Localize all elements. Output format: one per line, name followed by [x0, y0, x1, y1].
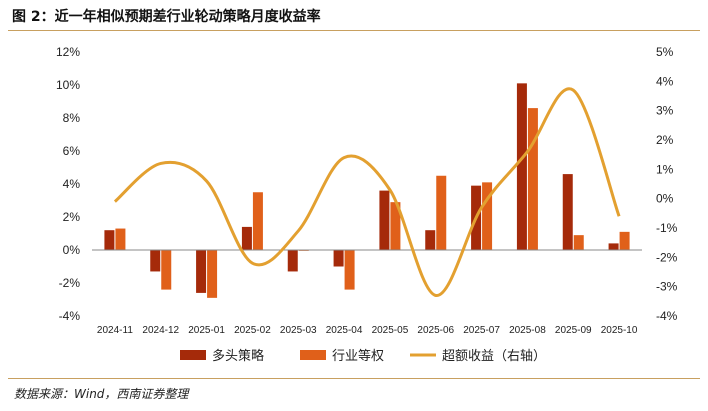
x-tick-label: 2025-02 — [234, 325, 271, 336]
legend-label-long-strategy: 多头策略 — [212, 348, 264, 364]
legend-swatch-industry-equal-weight — [300, 350, 326, 360]
x-tick-label: 2024-11 — [97, 325, 133, 336]
y-left-tick-label: 12% — [56, 45, 80, 59]
legend-swatch-long-strategy — [180, 350, 206, 360]
x-tick-label: 2025-08 — [509, 325, 546, 336]
y-right-tick-label: 1% — [656, 162, 674, 176]
bar-long-strategy — [379, 190, 390, 250]
y-left-tick-label: -4% — [59, 309, 81, 323]
bar-industry-equal-weight — [115, 228, 126, 250]
bar-industry-equal-weight — [436, 175, 447, 250]
y-right-tick-label: 0% — [656, 192, 674, 206]
bar-industry-equal-weight — [527, 108, 538, 250]
bar-industry-equal-weight — [573, 235, 584, 250]
y-left-tick-label: -2% — [59, 276, 81, 290]
bar-industry-equal-weight — [619, 231, 630, 250]
y-right-tick-label: 4% — [656, 74, 674, 88]
source-rule — [8, 378, 700, 379]
bar-long-strategy — [287, 250, 298, 272]
bar-industry-equal-weight — [390, 202, 401, 250]
bar-industry-equal-weight — [207, 250, 218, 298]
x-tick-label: 2025-09 — [555, 325, 592, 336]
x-tick-label: 2025-03 — [280, 325, 317, 336]
title-rule — [8, 30, 700, 31]
bar-long-strategy — [562, 174, 573, 250]
bar-long-strategy — [516, 83, 527, 250]
y-right-tick-label: -4% — [656, 309, 678, 323]
legend-label-excess-return: 超额收益（右轴） — [442, 349, 546, 364]
source-note: 数据来源：Wind，西南证券整理 — [14, 387, 189, 401]
y-left-tick-label: 4% — [63, 177, 81, 191]
y-left-tick-label: 2% — [63, 210, 81, 224]
y-left-tick-label: 10% — [56, 78, 80, 92]
x-tick-label: 2025-05 — [372, 325, 409, 336]
y-right-tick-label: 3% — [656, 104, 674, 118]
x-tick-label: 2025-01 — [188, 325, 225, 336]
y-right-tick-label: 5% — [656, 45, 674, 59]
bar-long-strategy — [150, 250, 161, 272]
bar-long-strategy — [425, 230, 436, 250]
x-tick-label: 2025-10 — [601, 325, 638, 336]
legend-label-industry-equal-weight: 行业等权 — [332, 348, 384, 364]
bar-industry-equal-weight — [344, 250, 355, 290]
excess-return-line — [113, 87, 621, 297]
y-left-tick-label: 8% — [63, 111, 81, 125]
y-right-tick-label: -2% — [656, 250, 678, 264]
y-right-tick-label: 2% — [656, 133, 674, 147]
y-right-tick-label: -3% — [656, 280, 678, 294]
figure-title: 图 2：近一年相似预期差行业轮动策略月度收益率 — [12, 9, 321, 25]
x-tick-label: 2025-06 — [417, 325, 454, 336]
bar-long-strategy — [196, 250, 207, 293]
y-left-tick-label: 6% — [63, 144, 81, 158]
x-tick-label: 2025-07 — [463, 325, 500, 336]
bar-long-strategy — [333, 250, 344, 267]
y-right-tick-label: -1% — [656, 221, 678, 235]
bar-industry-equal-weight — [161, 250, 172, 290]
bar-long-strategy — [104, 230, 115, 250]
x-tick-label: 2024-12 — [142, 325, 179, 336]
bar-industry-equal-weight — [252, 192, 263, 250]
bar-long-strategy — [608, 243, 619, 250]
bar-industry-equal-weight — [482, 182, 493, 250]
y-left-tick-label: 0% — [63, 243, 81, 257]
bar-long-strategy — [241, 226, 252, 250]
x-tick-label: 2025-04 — [326, 325, 363, 336]
